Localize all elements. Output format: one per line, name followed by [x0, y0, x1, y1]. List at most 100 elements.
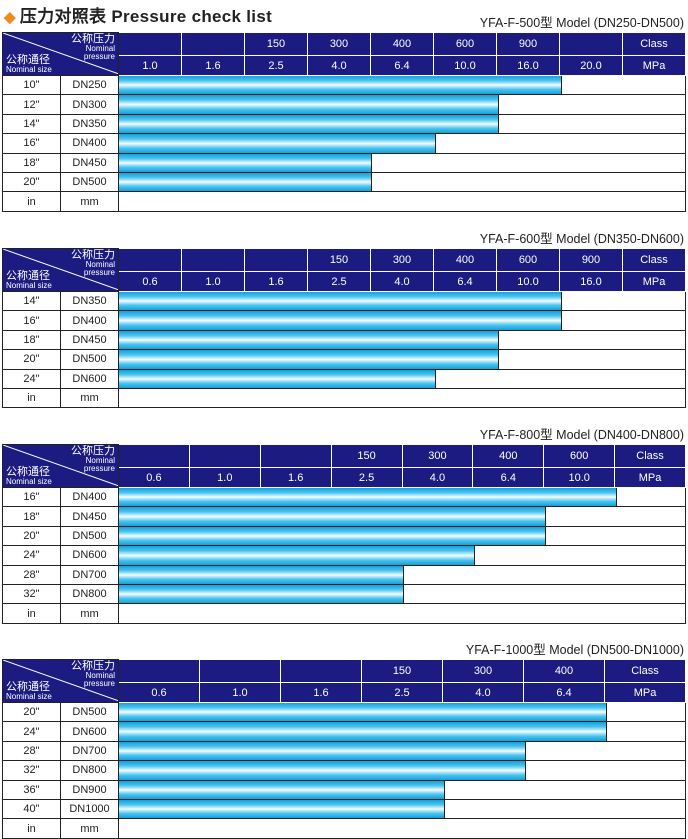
- size-inch-cell: 28": [2, 564, 61, 585]
- size-inch-cell: in: [2, 603, 61, 624]
- nominal-pressure-en: Nominal: [85, 44, 115, 53]
- table-row: 18" DN450: [2, 329, 686, 351]
- pressure-range-bar: [119, 546, 475, 565]
- class-header-cell: 150: [244, 32, 308, 56]
- class-header-cell: [559, 32, 623, 56]
- size-dn-cell: DN900: [60, 779, 119, 800]
- class-header-cell: Class: [622, 248, 686, 272]
- mpa-header-cell: 1.6: [280, 682, 362, 703]
- mpa-header-cell: 1.6: [244, 271, 308, 292]
- nominal-pressure-en: Nominal: [85, 260, 115, 269]
- class-header-cell: Class: [604, 659, 686, 683]
- mpa-header-cell: MPa: [622, 271, 686, 292]
- mpa-header-cell: 4.0: [401, 467, 474, 488]
- mpa-header-cell: 16.0: [496, 55, 560, 76]
- size-dn-cell: DN300: [60, 94, 119, 115]
- mpa-header-cell: 10.0: [543, 467, 616, 488]
- class-header-cell: 150: [330, 444, 403, 468]
- pressure-range-cell: [118, 113, 686, 135]
- pressure-range-bar: [119, 722, 607, 741]
- pressure-range-bar: [119, 76, 562, 95]
- size-inch-cell: 16": [2, 486, 61, 508]
- class-header-cell: 900: [496, 32, 560, 56]
- diagonal-line: [3, 660, 118, 701]
- diagonal-line: [3, 33, 118, 74]
- class-header-cell: Class: [622, 32, 686, 56]
- table-row: 20" DN500: [2, 525, 686, 547]
- nominal-size-cn: 公称通径: [6, 466, 50, 478]
- size-dn-cell: DN1000: [60, 798, 119, 820]
- table-row: 28" DN700: [2, 740, 686, 762]
- class-header-cell: [181, 32, 245, 56]
- pressure-range-bar: [119, 153, 373, 172]
- class-header-cell: 600: [496, 248, 560, 272]
- class-header-cell: [199, 659, 281, 683]
- mpa-header-cell: 4.0: [370, 271, 434, 292]
- class-header-cell: [118, 32, 182, 56]
- pressure-range-bar: [119, 526, 546, 546]
- pressure-range-bar: [119, 292, 562, 311]
- nominal-pressure-cn: 公称压力: [71, 660, 115, 672]
- size-inch-cell: 32": [2, 760, 61, 781]
- nominal-pressure-en2: pressure: [83, 464, 115, 473]
- pressure-range-cell: [118, 171, 686, 193]
- pressure-range-cell: [118, 545, 686, 566]
- class-header-cell: [118, 659, 200, 683]
- mpa-header-cell: 2.5: [307, 271, 371, 292]
- size-inch-cell: 40": [2, 798, 61, 820]
- mpa-header-cell: 1.0: [188, 467, 261, 488]
- pressure-range-cell: [118, 191, 686, 212]
- model-label: YFA-F-1000型 Model (DN500-DN1000): [465, 643, 684, 657]
- pressure-range-cell: [118, 721, 686, 742]
- nominal-pressure-en2: pressure: [83, 52, 115, 61]
- size-dn-cell: DN600: [60, 545, 119, 566]
- class-header-cell: 300: [442, 659, 524, 683]
- table-row: 10" DN250: [2, 74, 686, 96]
- size-inch-cell: 36": [2, 779, 61, 800]
- pressure-range-bar: [119, 114, 499, 134]
- mpa-header-cell: 16.0: [559, 271, 623, 292]
- mpa-header-cell: 2.5: [330, 467, 403, 488]
- table-row: 32" DN800: [2, 760, 686, 781]
- pressure-table-section: YFA-F-600型 Model (DN350-DN600) 公称压力 Nomin…: [2, 232, 686, 409]
- size-inch-cell: 20": [2, 171, 61, 193]
- pressure-range-cell: [118, 564, 686, 585]
- mpa-header-cell: 2.5: [361, 682, 443, 703]
- pressure-range-cell: [118, 486, 686, 508]
- pressure-range-cell: [118, 701, 686, 723]
- class-header-cell: [244, 248, 308, 272]
- size-inch-cell: 28": [2, 740, 61, 762]
- size-dn-cell: DN350: [60, 113, 119, 135]
- size-dn-cell: DN450: [60, 506, 119, 527]
- class-header-cell: 300: [307, 32, 371, 56]
- size-dn-cell: DN700: [60, 740, 119, 762]
- class-header-cell: Class: [614, 444, 686, 468]
- table-row: in mm: [2, 603, 686, 624]
- table-row: in mm: [2, 191, 686, 212]
- size-inch-cell: 20": [2, 525, 61, 547]
- mpa-header-cell: 10.0: [496, 271, 560, 292]
- model-label: YFA-F-500型 Model (DN250-DN500): [479, 16, 684, 30]
- pressure-range-cell: [118, 387, 686, 409]
- pressure-range-bar: [119, 311, 562, 330]
- mpa-header-cell: 6.4: [472, 467, 545, 488]
- size-inch-cell: 20": [2, 349, 61, 370]
- table-row: 14" DN350: [2, 290, 686, 312]
- model-label: YFA-F-800型 Model (DN400-DN800): [479, 428, 684, 442]
- mpa-header-cell: MPa: [622, 55, 686, 76]
- pressure-range-bar: [119, 703, 607, 722]
- size-inch-cell: 16": [2, 133, 61, 154]
- pressure-table-section: YFA-F-1000型 Model (DN500-DN1000) 公称压力 Nom…: [2, 643, 686, 839]
- mpa-header-cell: 1.0: [199, 682, 281, 703]
- pressure-range-bar: [119, 584, 404, 604]
- class-header-cell: 400: [523, 659, 605, 683]
- nominal-pressure-en: Nominal: [85, 671, 115, 680]
- size-inch-cell: 18": [2, 152, 61, 173]
- pressure-range-cell: [118, 760, 686, 781]
- size-inch-cell: 14": [2, 290, 61, 312]
- class-header-cell: [259, 444, 332, 468]
- nominal-size-en: Nominal size: [6, 692, 52, 701]
- pressure-range-cell: [118, 506, 686, 527]
- pressure-range-cell: [118, 798, 686, 820]
- size-dn-cell: DN500: [60, 701, 119, 723]
